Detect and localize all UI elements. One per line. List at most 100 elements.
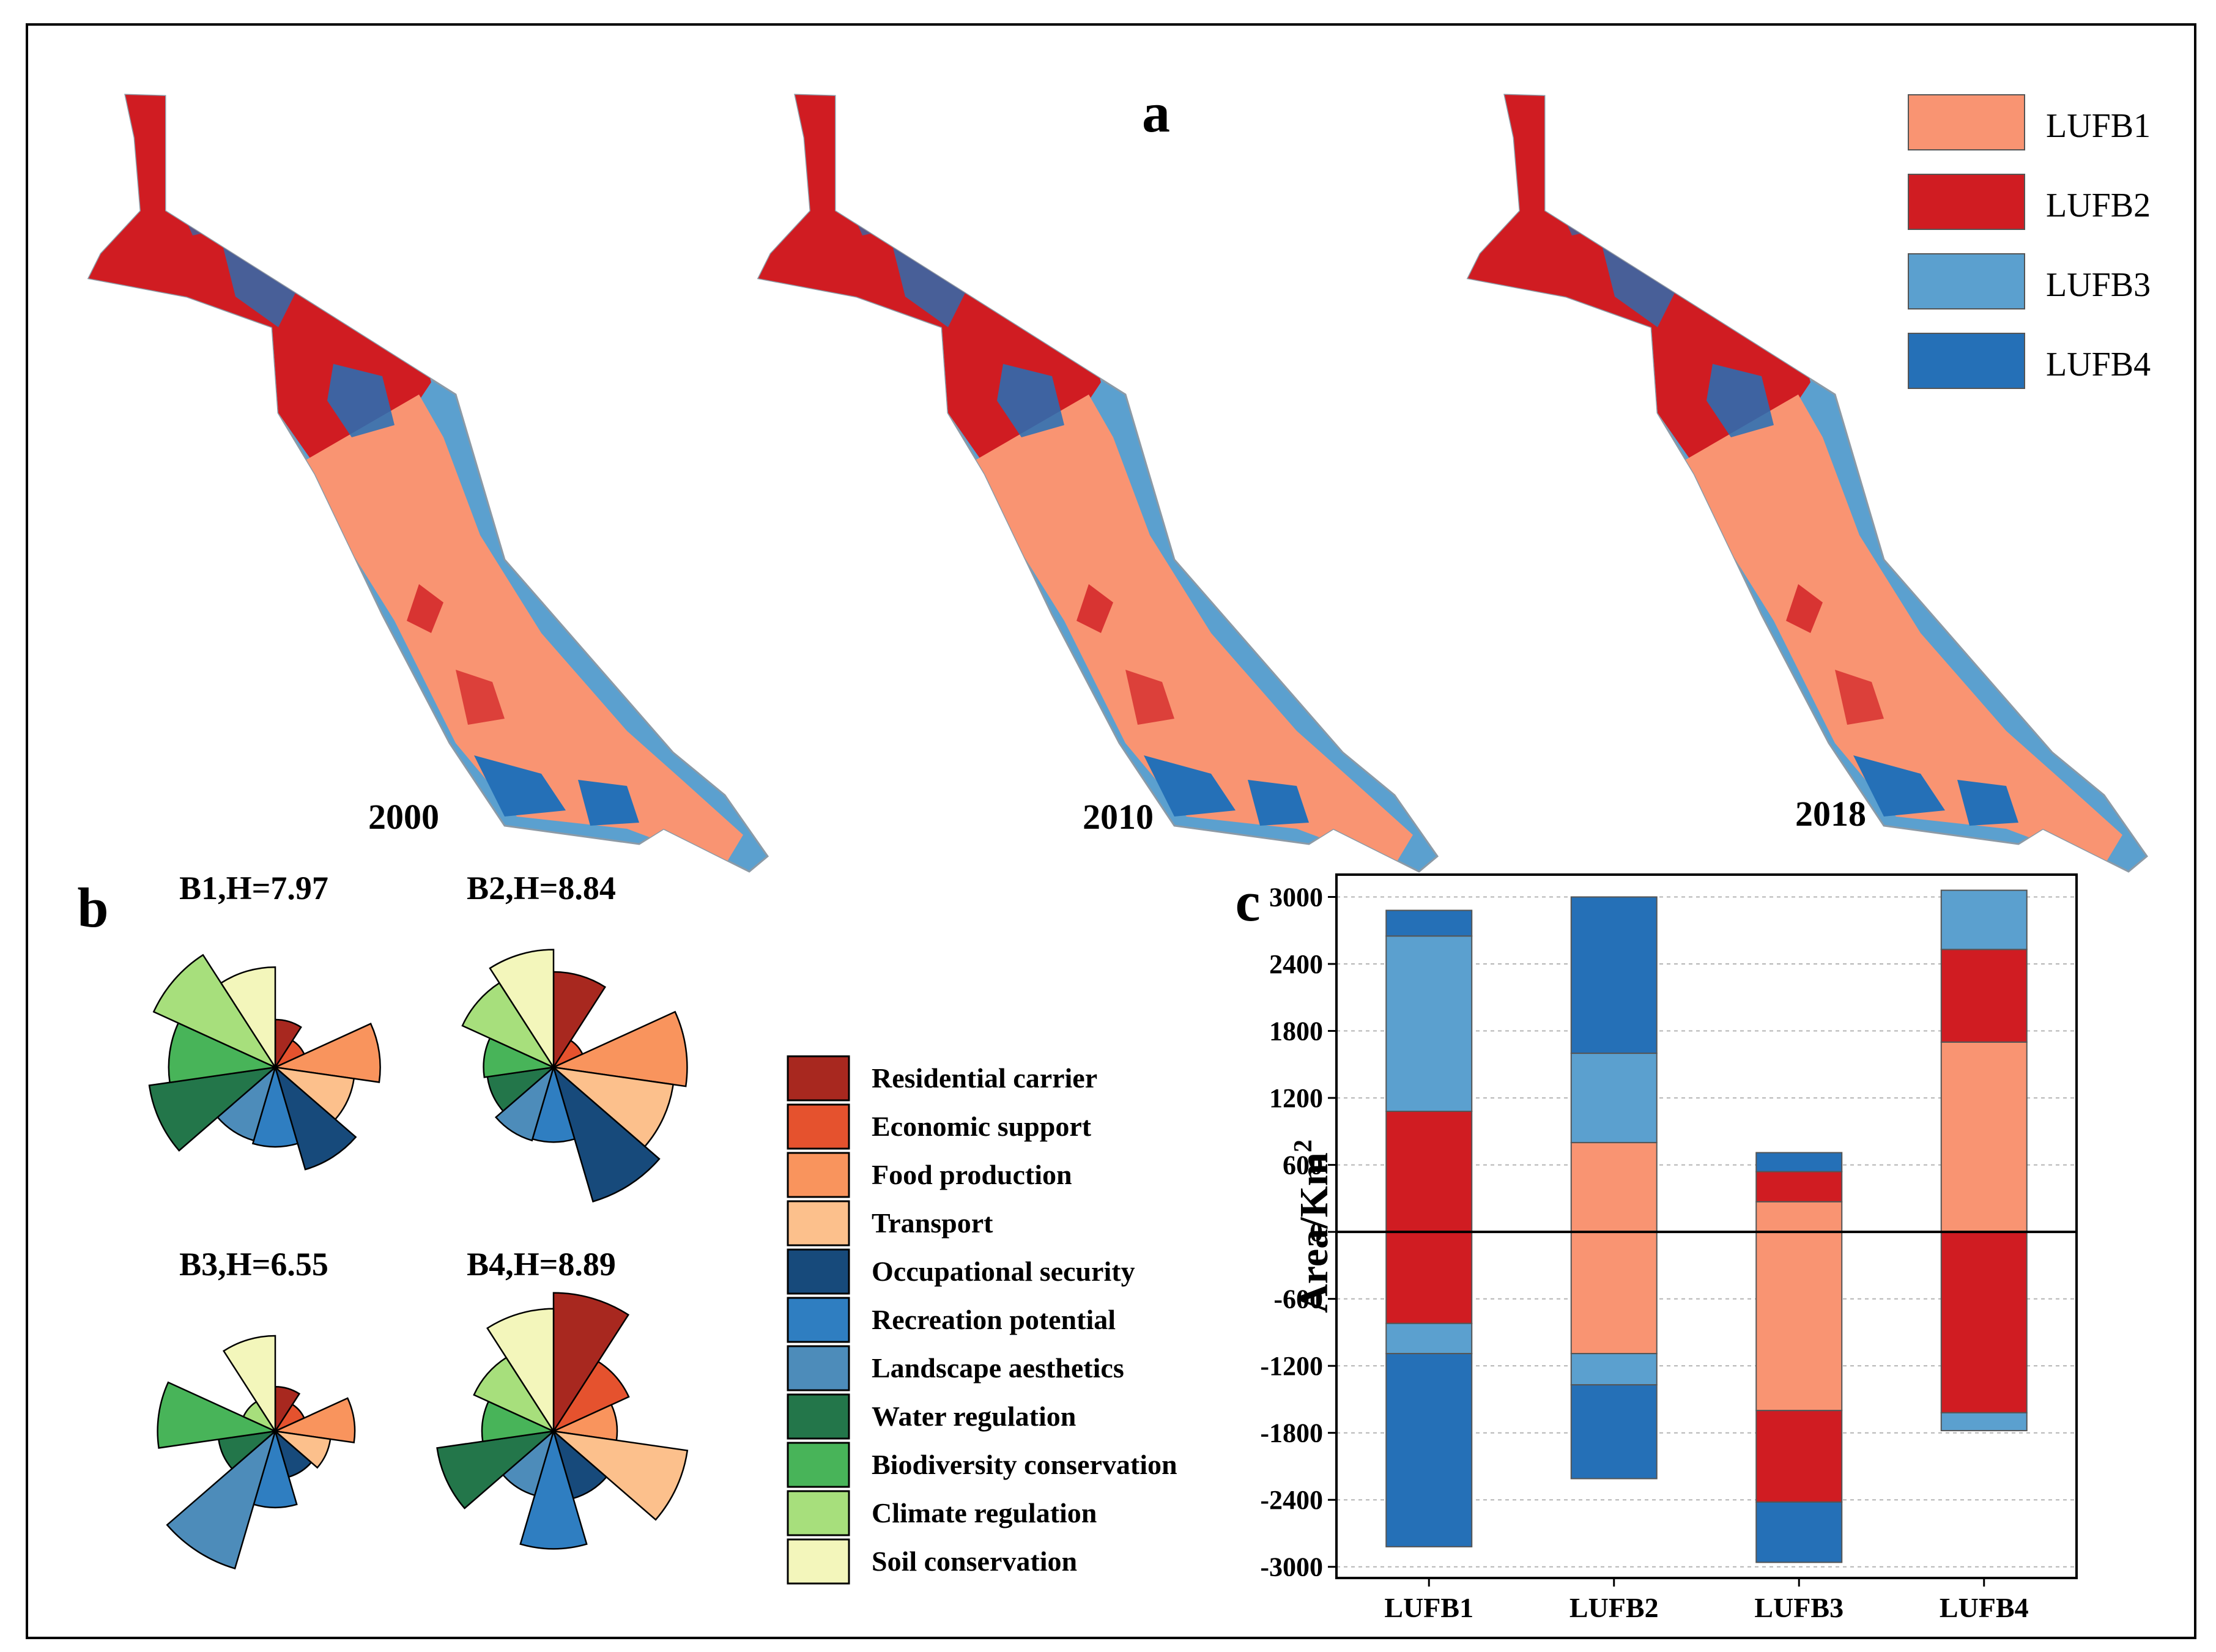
rose-sector-climate-regulation [461, 982, 556, 1069]
bar-segment-lufb1-lufb2 [1385, 1231, 1473, 1324]
bar-segment-lufb2-lufb4 [1570, 1384, 1658, 1480]
y-tick-label: 2400 [1269, 949, 1323, 979]
bar-segment-lufb4-lufb3 [1940, 1412, 2028, 1432]
bar-segment-lufb1-lufb4 [1385, 909, 1473, 937]
rose-legend-swatch-landscape-aesthetics [787, 1345, 850, 1391]
rose-sector-soil-conservation [486, 1308, 555, 1434]
map-legend-label-lufb3: LUFB3 [2046, 266, 2151, 304]
map-legend-swatch-lufb2 [1908, 174, 2025, 230]
bar-segment-lufb3-lufb4 [1755, 1152, 1843, 1172]
y-tick-label: 1200 [1269, 1083, 1323, 1113]
rose-sector-transport [550, 1066, 675, 1148]
rose-legend-swatch-transport [787, 1200, 850, 1246]
rose-legend-label-economic-support: Economic support [872, 1111, 1092, 1142]
map-year-2018: 2018 [1795, 794, 1866, 834]
rose-legend-label-climate-regulation: Climate regulation [872, 1497, 1097, 1528]
rose-sector-residential-carrier [552, 971, 607, 1070]
rose-legend-label-transport: Transport [872, 1207, 993, 1239]
map-legend-swatch-lufb4 [1908, 333, 2025, 389]
rose-legend-swatch-recreation-potential [787, 1297, 850, 1343]
bar-segment-lufb1-lufb3 [1385, 1322, 1473, 1355]
bar-segment-lufb4-lufb2 [1940, 949, 2028, 1043]
rose-legend-label-residential-carrier: Residential carrier [872, 1062, 1097, 1094]
bar-segment-lufb4-lufb2 [1940, 1231, 2028, 1413]
y-tick-label: 3000 [1269, 883, 1323, 913]
rose-title-b2: B2,H=8.84 [467, 870, 616, 906]
rose-legend-swatch-occupational-security [787, 1248, 850, 1295]
rose-chart-b4 [436, 1292, 689, 1550]
bar-segment-lufb3-lufb1 [1755, 1231, 1843, 1412]
y-tick-label: 1800 [1269, 1017, 1323, 1046]
rose-sector-climate-regulation [152, 954, 278, 1069]
rose-legend-label-water-regulation: Water regulation [872, 1401, 1076, 1432]
rose-sector-soil-conservation [222, 1335, 276, 1434]
bar-segment-lufb4-lufb1 [1940, 1041, 2028, 1233]
map-legend-label-lufb2: LUFB2 [2046, 187, 2151, 224]
bar-segment-lufb2-lufb4 [1570, 896, 1658, 1054]
rose-legend-label-soil-conservation: Soil conservation [872, 1546, 1077, 1577]
rose-sector-occupational-security [273, 1065, 357, 1171]
y-tick-label: -1800 [1260, 1418, 1323, 1448]
plot-frame [1335, 873, 2078, 1579]
bar-segment-lufb2-lufb1 [1570, 1142, 1658, 1233]
bar-segment-lufb1-lufb4 [1385, 1353, 1473, 1547]
rose-title-b1: B1,H=7.97 [179, 870, 328, 906]
x-tick-label-lufb1: LUFB1 [1384, 1592, 1473, 1623]
rose-chart-b3 [157, 1335, 356, 1570]
rose-sector-occupational-security [552, 1065, 661, 1203]
rose-legend-label-landscape-aesthetics: Landscape aesthetics [872, 1352, 1124, 1383]
bar-segment-lufb3-lufb1 [1755, 1201, 1843, 1233]
rose-legend-label-recreation-potential: Recreation potential [872, 1304, 1116, 1335]
rose-legend-label-biodiversity-conservation: Biodiversity conservation [872, 1449, 1177, 1480]
rose-sector-soil-conservation [220, 966, 276, 1070]
bar-segment-lufb3-lufb4 [1755, 1501, 1843, 1563]
y-tick-label: 600 [1283, 1150, 1323, 1180]
bar-segment-lufb3-lufb2 [1755, 1171, 1843, 1202]
rose-legend-swatch-water-regulation [787, 1393, 850, 1440]
panel-label-a: a [1142, 81, 1170, 144]
rose-sector-economic-support [551, 1360, 630, 1433]
rose-sector-recreation-potential [519, 1428, 588, 1550]
y-tick-label: 0 [1310, 1217, 1323, 1247]
rose-sector-transport [550, 1430, 689, 1521]
rose-legend-swatch-soil-conservation [787, 1538, 850, 1585]
rose-legend-swatch-residential-carrier [787, 1055, 850, 1102]
rose-legend: Residential carrier Economic support Foo… [787, 1055, 1177, 1585]
bar-segment-lufb2-lufb1 [1570, 1231, 1658, 1355]
rose-legend-label-occupational-security: Occupational security [872, 1256, 1135, 1287]
rose-title-b4: B4,H=8.89 [467, 1246, 616, 1283]
rose-sector-residential-carrier [552, 1292, 630, 1434]
rose-chart-b1 [148, 954, 381, 1171]
x-tick-label-lufb4: LUFB4 [1940, 1592, 2029, 1623]
y-axis-label: Area/Km2 [1289, 1139, 1336, 1313]
rose-legend-swatch-biodiversity-conservation [787, 1442, 850, 1488]
y-tick-label: -600 [1273, 1284, 1323, 1314]
x-tick-label-lufb3: LUFB3 [1754, 1592, 1844, 1623]
panel-label-c: c [1236, 870, 1261, 933]
bar-segment-lufb1-lufb2 [1385, 1110, 1473, 1233]
rose-sector-transport [272, 1430, 332, 1469]
rose-sector-biodiversity-conservation [157, 1381, 278, 1449]
rose-sector-food-production [550, 1010, 688, 1087]
map-legend-label-lufb4: LUFB4 [2046, 346, 2151, 383]
panel-label-b: b [77, 876, 108, 939]
rose-sector-food-production [272, 1397, 356, 1443]
rose-sector-water-regulation [148, 1066, 278, 1152]
rose-legend-label-food-production: Food production [872, 1159, 1072, 1190]
map-year-2000: 2000 [368, 797, 439, 837]
rose-legend-swatch-food-production [787, 1152, 850, 1198]
y-tick-label: -2400 [1260, 1485, 1323, 1515]
rose-sector-food-production [272, 1023, 381, 1083]
rose-title-b3: B3,H=6.55 [179, 1246, 328, 1283]
rose-legend-swatch-economic-support [787, 1103, 850, 1150]
rose-sector-climate-regulation [473, 1356, 556, 1433]
rose-sector-recreation-potential [251, 1064, 299, 1148]
map-year-2010: 2010 [1083, 797, 1154, 837]
rose-sector-landscape-aesthetics [166, 1429, 277, 1570]
x-tick-label-lufb2: LUFB2 [1569, 1592, 1659, 1623]
rose-sector-landscape-aesthetics [494, 1065, 555, 1142]
rose-sector-water-regulation [436, 1430, 557, 1509]
map-legend-label-lufb1: LUFB1 [2046, 107, 2151, 145]
y-tick-label: -3000 [1260, 1552, 1323, 1582]
